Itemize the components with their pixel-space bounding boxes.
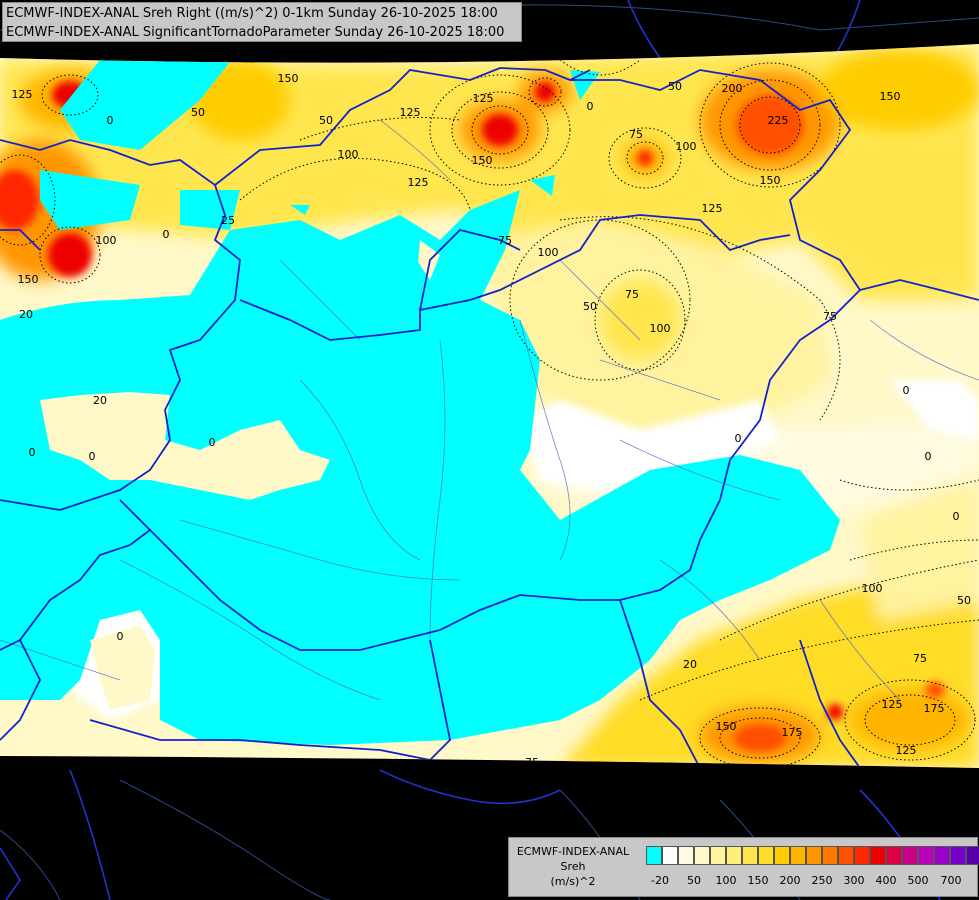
- contour-label: 125: [882, 698, 903, 711]
- contour-label: 20: [19, 308, 33, 321]
- legend-tick-label: 250: [811, 874, 833, 887]
- contour-label: 175: [782, 726, 803, 739]
- legend-swatch: [662, 846, 678, 865]
- legend-swatch: [790, 846, 806, 865]
- legend-swatch: [694, 846, 710, 865]
- dotted-contours: [0, 59, 979, 768]
- legend-tick-label: 700: [940, 874, 962, 887]
- contour-label: 20: [683, 658, 697, 671]
- legend-swatch: [950, 846, 966, 865]
- legend-tick-label: 300: [843, 874, 865, 887]
- contour-label: 50: [191, 106, 205, 119]
- legend-source: ECMWF-INDEX-ANAL: [516, 845, 630, 858]
- contour-label: 50: [583, 300, 597, 313]
- contour-label: 175: [924, 702, 945, 715]
- contour-label: 150: [760, 174, 781, 187]
- legend-swatch: [870, 846, 886, 865]
- contour-label: 100: [862, 582, 883, 595]
- contour-label: 100: [676, 140, 697, 153]
- contour-label: 125: [12, 88, 33, 101]
- contour-label: 75: [525, 756, 539, 769]
- legend-swatch: [758, 846, 774, 865]
- contour-label: 125: [473, 92, 494, 105]
- contour-label: 0: [953, 510, 960, 523]
- contour-label: 0: [925, 450, 932, 463]
- contour-label: 0: [209, 436, 216, 449]
- contour-label: 0: [903, 384, 910, 397]
- legend-swatch: [902, 846, 918, 865]
- legend-title: ECMWF-INDEX-ANAL Sreh (m/s)^2: [509, 844, 637, 889]
- legend-swatch: [678, 846, 694, 865]
- contour-label: 225: [768, 114, 789, 127]
- regional-borders: [0, 119, 979, 701]
- contour-label: 100: [650, 322, 671, 335]
- legend-swatch: [918, 846, 934, 865]
- contour-label: 20: [93, 394, 107, 407]
- legend-swatch: [726, 846, 742, 865]
- legend-swatch: [710, 846, 726, 865]
- legend-color-scale: [646, 846, 979, 865]
- contour-label: 0: [587, 100, 594, 113]
- title-panel: ECMWF-INDEX-ANAL Sreh Right ((m/s)^2) 0-…: [2, 2, 522, 42]
- legend-tick-label: -20: [651, 874, 669, 887]
- contour-label: 50: [319, 114, 333, 127]
- legend-swatch: [838, 846, 854, 865]
- color-legend: ECMWF-INDEX-ANAL Sreh (m/s)^2 -20 50 100 15…: [508, 837, 979, 897]
- legend-swatch: [886, 846, 902, 865]
- contour-label: 100: [96, 234, 117, 247]
- legend-tick-label: 50: [687, 874, 701, 887]
- legend-swatch: [854, 846, 870, 865]
- contour-label: 150: [716, 720, 737, 733]
- title-line-1: ECMWF-INDEX-ANAL Sreh Right ((m/s)^2) 0-…: [6, 6, 498, 21]
- contour-label: 125: [400, 106, 421, 119]
- contour-label: 150: [278, 72, 299, 85]
- contour-label: 75: [823, 310, 837, 323]
- contour-label: 125: [896, 744, 917, 757]
- legend-unit: (m/s)^2: [550, 875, 596, 888]
- contour-labels: 125 150 50 0 150 20 100 0 25 50 100 125 125 150 125 0 75…: [12, 72, 972, 769]
- legend-tick-label: 150: [747, 874, 769, 887]
- legend-swatch: [646, 846, 662, 865]
- contour-label: 100: [538, 246, 559, 259]
- legend-tick-label: 400: [875, 874, 897, 887]
- legend-swatch: [742, 846, 758, 865]
- contour-label: 125: [408, 176, 429, 189]
- contour-label: 150: [18, 273, 39, 286]
- legend-swatch: [822, 846, 838, 865]
- contour-label: 150: [472, 154, 493, 167]
- contour-label: 100: [338, 148, 359, 161]
- contour-label: 0: [107, 114, 114, 127]
- cyan-northwest-region: [60, 60, 230, 150]
- legend-variable: Sreh: [560, 860, 586, 873]
- contour-label: 75: [913, 652, 927, 665]
- contour-label: 0: [89, 450, 96, 463]
- contour-label: 75: [629, 128, 643, 141]
- contour-label: 50: [668, 80, 682, 93]
- legend-swatch: [966, 846, 979, 865]
- national-borders: [0, 67, 979, 768]
- legend-swatch: [934, 846, 950, 865]
- contour-label: 25: [221, 214, 235, 227]
- legend-swatch: [774, 846, 790, 865]
- contour-label: 75: [625, 288, 639, 301]
- title-line-2: ECMWF-INDEX-ANAL SignificantTornadoParam…: [6, 25, 505, 40]
- contour-label: 75: [498, 234, 512, 247]
- contour-label: 150: [880, 90, 901, 103]
- contour-label: 50: [957, 594, 971, 607]
- contour-label: 0: [163, 228, 170, 241]
- legend-swatch: [806, 846, 822, 865]
- legend-tick-label: 500: [907, 874, 929, 887]
- contour-label: 200: [722, 82, 743, 95]
- contour-label: 0: [735, 432, 742, 445]
- legend-tick-label: 100: [715, 874, 737, 887]
- contour-label: 0: [29, 446, 36, 459]
- contour-label: 125: [702, 202, 723, 215]
- legend-tick-labels: -20 50 100 150 200 250 300 400 500 700: [646, 874, 976, 888]
- legend-tick-label: 200: [779, 874, 801, 887]
- contour-label: 0: [117, 630, 124, 643]
